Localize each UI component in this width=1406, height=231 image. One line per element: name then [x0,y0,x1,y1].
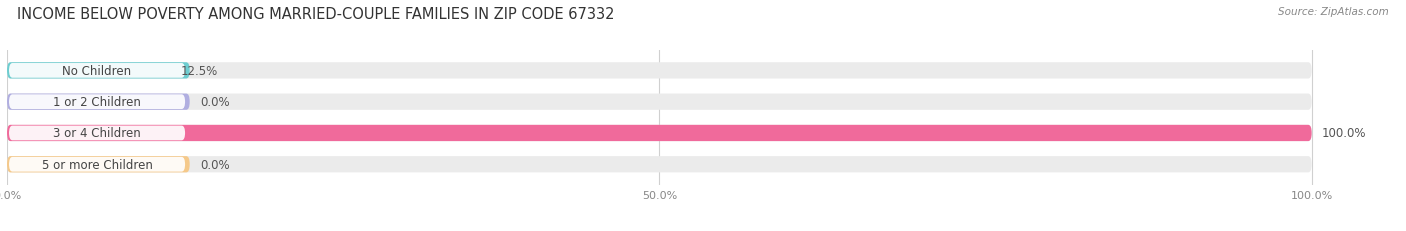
FancyBboxPatch shape [8,64,186,78]
FancyBboxPatch shape [7,63,190,79]
Text: No Children: No Children [62,65,132,78]
Text: INCOME BELOW POVERTY AMONG MARRIED-COUPLE FAMILIES IN ZIP CODE 67332: INCOME BELOW POVERTY AMONG MARRIED-COUPL… [17,7,614,22]
FancyBboxPatch shape [7,156,1312,173]
Text: 3 or 4 Children: 3 or 4 Children [53,127,141,140]
FancyBboxPatch shape [7,125,1312,142]
FancyBboxPatch shape [7,156,190,173]
Text: 100.0%: 100.0% [1322,127,1367,140]
Text: 12.5%: 12.5% [180,65,218,78]
FancyBboxPatch shape [8,95,186,109]
FancyBboxPatch shape [7,94,190,110]
FancyBboxPatch shape [7,63,1312,79]
FancyBboxPatch shape [8,126,186,141]
Text: Source: ZipAtlas.com: Source: ZipAtlas.com [1278,7,1389,17]
Text: 0.0%: 0.0% [200,158,229,171]
FancyBboxPatch shape [7,125,1312,142]
Text: 1 or 2 Children: 1 or 2 Children [53,96,141,109]
Text: 5 or more Children: 5 or more Children [42,158,152,171]
FancyBboxPatch shape [7,94,1312,110]
FancyBboxPatch shape [8,157,186,172]
Text: 0.0%: 0.0% [200,96,229,109]
